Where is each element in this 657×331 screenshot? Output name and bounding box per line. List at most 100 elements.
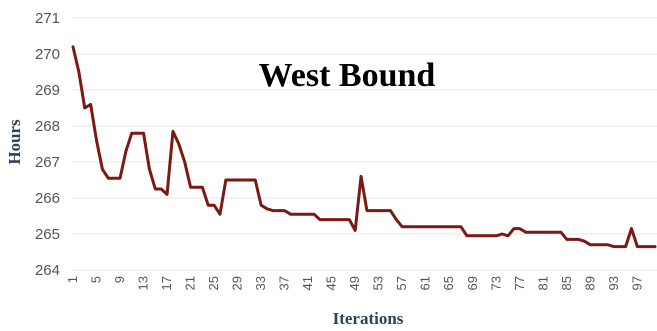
x-tick-label: 97 <box>629 276 644 290</box>
chart-title: West Bound <box>259 57 436 94</box>
data-point <box>107 177 110 180</box>
gridlines <box>73 17 657 271</box>
data-point <box>336 218 339 221</box>
data-point <box>512 227 516 230</box>
y-tick-label: 271 <box>35 10 60 27</box>
data-point <box>148 168 151 171</box>
data-point <box>171 130 175 133</box>
data-point <box>583 240 586 243</box>
data-point <box>542 231 545 234</box>
data-point <box>577 238 580 241</box>
data-point <box>612 245 616 248</box>
x-tick-label: 89 <box>582 276 597 290</box>
data-point <box>101 168 104 171</box>
x-tick-label: 29 <box>230 276 245 290</box>
y-tick-label: 268 <box>35 118 60 135</box>
data-point <box>595 243 598 246</box>
data-point <box>495 234 498 237</box>
x-tick-label: 1 <box>65 276 80 283</box>
x-tick-label: 57 <box>394 276 409 290</box>
data-point <box>430 225 433 228</box>
data-point <box>600 243 604 246</box>
x-tick-label: 53 <box>371 276 386 290</box>
data-point <box>636 245 639 248</box>
data-point <box>177 142 181 146</box>
data-point <box>377 209 380 212</box>
data-point <box>630 227 633 230</box>
data-point <box>589 243 592 246</box>
data-point <box>389 209 392 212</box>
data-point <box>571 238 574 241</box>
x-tick-label: 65 <box>441 276 456 290</box>
data-point <box>130 132 133 135</box>
y-tick-label: 266 <box>35 190 60 207</box>
data-point <box>530 231 533 234</box>
data-point <box>259 204 263 207</box>
data-point <box>312 213 316 216</box>
data-point <box>559 231 563 234</box>
data-point <box>547 231 551 234</box>
data-point <box>642 245 645 248</box>
x-tick-label: 73 <box>488 276 503 290</box>
y-tick-label: 269 <box>35 82 60 99</box>
data-point <box>71 45 75 48</box>
data-point <box>383 209 386 212</box>
x-tick-label: 93 <box>606 276 621 290</box>
data-point <box>324 218 327 221</box>
data-point <box>118 177 122 180</box>
data-point <box>301 213 304 216</box>
x-tick-label: 41 <box>300 276 315 290</box>
data-point <box>395 218 398 221</box>
data-point <box>500 232 504 236</box>
x-tick-label: 61 <box>418 276 433 290</box>
y-axis-title: Hours <box>5 119 24 165</box>
data-point <box>306 213 310 216</box>
data-point <box>618 245 621 248</box>
x-tick-label: 81 <box>535 276 550 290</box>
data-point <box>142 132 145 135</box>
x-tick-label: 33 <box>253 276 268 290</box>
x-tick-label: 25 <box>206 276 221 290</box>
x-axis-title: Iterations <box>333 309 404 328</box>
data-point <box>136 132 139 135</box>
x-tick-label: 77 <box>512 276 527 290</box>
data-point <box>183 160 186 164</box>
data-point <box>330 218 333 221</box>
data-points <box>71 45 657 248</box>
data-point <box>283 209 286 212</box>
x-tick-label: 45 <box>324 276 339 290</box>
data-point <box>224 178 228 182</box>
data-point <box>353 229 357 232</box>
data-point <box>647 245 651 248</box>
data-point <box>424 225 427 228</box>
x-tick-label: 5 <box>89 276 104 283</box>
x-tick-label: 21 <box>183 276 198 290</box>
data-point <box>230 178 233 182</box>
data-point <box>112 177 116 180</box>
data-point <box>365 209 369 212</box>
data-point <box>271 209 275 212</box>
data-point <box>277 209 280 212</box>
data-point <box>189 186 192 189</box>
data-point <box>248 178 251 182</box>
data-point <box>489 234 492 237</box>
x-tick-labels: 1 5 9 13 17 21 25 29 33 37 41 45 49 53 57 61 65 69 73 77 81 8… <box>65 276 644 290</box>
y-tick-label: 270 <box>35 46 60 63</box>
x-tick-label: 49 <box>347 276 362 290</box>
data-point <box>553 231 557 234</box>
data-point <box>418 225 422 228</box>
x-tick-label: 17 <box>159 276 174 290</box>
data-point <box>236 178 239 182</box>
data-point <box>124 150 128 153</box>
data-point <box>412 225 416 228</box>
data-point <box>453 225 457 228</box>
data-point <box>401 225 404 228</box>
y-tick-label: 264 <box>35 262 60 279</box>
data-point <box>371 209 375 212</box>
data-point <box>207 204 210 207</box>
data-point <box>565 238 569 241</box>
data-point <box>359 175 363 178</box>
y-tick-label: 265 <box>35 226 60 243</box>
data-point <box>442 225 445 228</box>
